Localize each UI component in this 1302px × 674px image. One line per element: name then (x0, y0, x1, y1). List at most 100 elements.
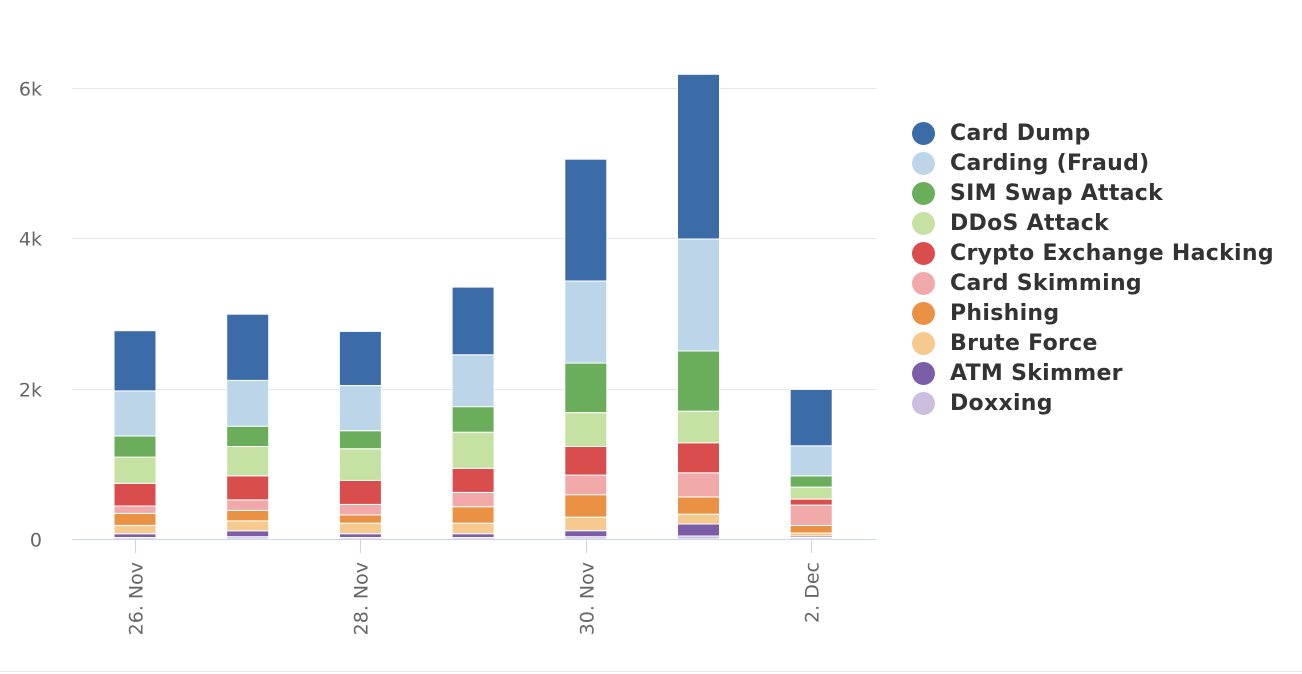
bar-segment[interactable] (564, 362, 608, 414)
x-tick-label: 28. Nov (351, 562, 373, 635)
bar-segment[interactable] (226, 509, 270, 522)
bar-segment[interactable] (338, 430, 382, 450)
bar-segment[interactable] (226, 425, 270, 448)
bar-segment[interactable] (338, 533, 382, 539)
bar-segment[interactable] (338, 479, 382, 505)
x-tick-label: 26. Nov (126, 562, 148, 635)
bar-segment[interactable] (113, 390, 157, 437)
bar-segment[interactable] (451, 522, 495, 535)
bar-segment[interactable] (338, 385, 382, 432)
x-tick-label: 30. Nov (577, 562, 599, 635)
legend-label: Carding (Fraud) (950, 150, 1150, 176)
bar-segment[interactable] (677, 410, 720, 444)
legend-swatch-icon (912, 241, 935, 265)
bar-segment[interactable] (451, 286, 495, 356)
legend-swatch-icon (912, 151, 935, 175)
bar-segment[interactable] (113, 456, 157, 484)
y-tick-label: 6k (19, 79, 42, 101)
bar-segment[interactable] (226, 499, 270, 511)
legend-label: DDoS Attack (950, 210, 1110, 236)
bar-segment[interactable] (113, 482, 157, 507)
bar-segment[interactable] (677, 513, 720, 525)
legend-label: Doxxing (950, 390, 1053, 416)
bar-segment[interactable] (451, 354, 495, 408)
bar-segment[interactable] (226, 379, 270, 427)
bar-segment[interactable] (789, 498, 833, 506)
bar-segment[interactable] (564, 446, 608, 476)
bottom-divider (0, 671, 1302, 672)
bar-segment[interactable] (338, 514, 382, 524)
bar-segment[interactable] (338, 522, 382, 535)
legend-item[interactable]: Doxxing (912, 388, 1274, 418)
bar-segment[interactable] (226, 475, 270, 501)
bar-segment[interactable] (564, 158, 608, 282)
legend-item[interactable]: ATM Skimmer (912, 358, 1274, 388)
bar-segment[interactable] (677, 73, 720, 240)
bar-segment[interactable] (338, 330, 382, 386)
bar-segment[interactable] (564, 280, 608, 364)
legend-label: Card Dump (950, 120, 1091, 146)
bar-segment[interactable] (451, 431, 495, 469)
bar-segment[interactable] (677, 238, 720, 352)
legend-item[interactable]: Phishing (912, 298, 1274, 328)
bar-segment[interactable] (226, 313, 270, 381)
legend-item[interactable]: Card Dump (912, 118, 1274, 148)
bar-segment[interactable] (564, 494, 608, 518)
bar-segment[interactable] (789, 486, 833, 500)
bar-segment[interactable] (451, 406, 495, 433)
legend-swatch-icon (912, 271, 935, 295)
bar-segment[interactable] (451, 533, 495, 539)
bar-segment[interactable] (564, 516, 608, 532)
legend-item[interactable]: DDoS Attack (912, 208, 1274, 238)
y-tick-label: 4k (19, 229, 42, 251)
bar-segment[interactable] (789, 475, 833, 488)
bar-segment[interactable] (564, 474, 608, 496)
bar-segment[interactable] (226, 530, 270, 538)
bar-segment[interactable] (113, 525, 157, 535)
legend-item[interactable]: Card Skimming (912, 268, 1274, 298)
bar-segment[interactable] (789, 504, 833, 527)
bar-segment[interactable] (677, 523, 720, 537)
bar-segment[interactable] (451, 506, 495, 524)
bar-segment[interactable] (113, 512, 157, 526)
bar-segment[interactable] (226, 446, 270, 477)
legend-item[interactable]: Brute Force (912, 328, 1274, 358)
legend-label: Crypto Exchange Hacking (950, 240, 1274, 266)
bar-segment[interactable] (113, 330, 157, 392)
legend-label: ATM Skimmer (950, 360, 1123, 386)
legend-label: SIM Swap Attack (950, 180, 1164, 206)
bar-segment[interactable] (338, 448, 382, 481)
bar-segment[interactable] (113, 435, 157, 458)
bar-segment[interactable] (789, 525, 833, 534)
legend-item[interactable]: Carding (Fraud) (912, 148, 1274, 178)
stacked-bar-chart: 0 2k 4k 6k 26. Nov 28. Nov 30. Nov 2. Dec (19, 73, 876, 635)
bar-segment[interactable] (789, 445, 833, 477)
legend-label: Card Skimming (950, 270, 1142, 296)
legend-swatch-icon (912, 391, 935, 415)
bar-segment[interactable] (113, 505, 157, 514)
y-tick-label: 0 (30, 530, 42, 552)
bar-segment[interactable] (564, 530, 608, 538)
bar-segment[interactable] (451, 467, 495, 493)
legend-swatch-icon (912, 211, 935, 235)
x-tick-label: 2. Dec (802, 562, 824, 623)
bar-segment[interactable] (564, 412, 608, 448)
bar-segment[interactable] (677, 496, 720, 515)
bar-segment[interactable] (338, 503, 382, 516)
bars (113, 73, 833, 540)
legend-label: Phishing (950, 300, 1060, 326)
bar-segment[interactable] (677, 350, 720, 412)
legend-swatch-icon (912, 301, 935, 325)
legend-swatch-icon (912, 121, 935, 145)
legend-item[interactable]: SIM Swap Attack (912, 178, 1274, 208)
legend-swatch-icon (912, 361, 935, 385)
legend-swatch-icon (912, 331, 935, 355)
bar-segment[interactable] (789, 388, 833, 447)
bar-segment[interactable] (226, 520, 270, 532)
bar-segment[interactable] (451, 491, 495, 508)
legend-label: Brute Force (950, 330, 1098, 356)
bar-segment[interactable] (677, 472, 720, 498)
bar-segment[interactable] (677, 442, 720, 474)
legend-item[interactable]: Crypto Exchange Hacking (912, 238, 1274, 268)
